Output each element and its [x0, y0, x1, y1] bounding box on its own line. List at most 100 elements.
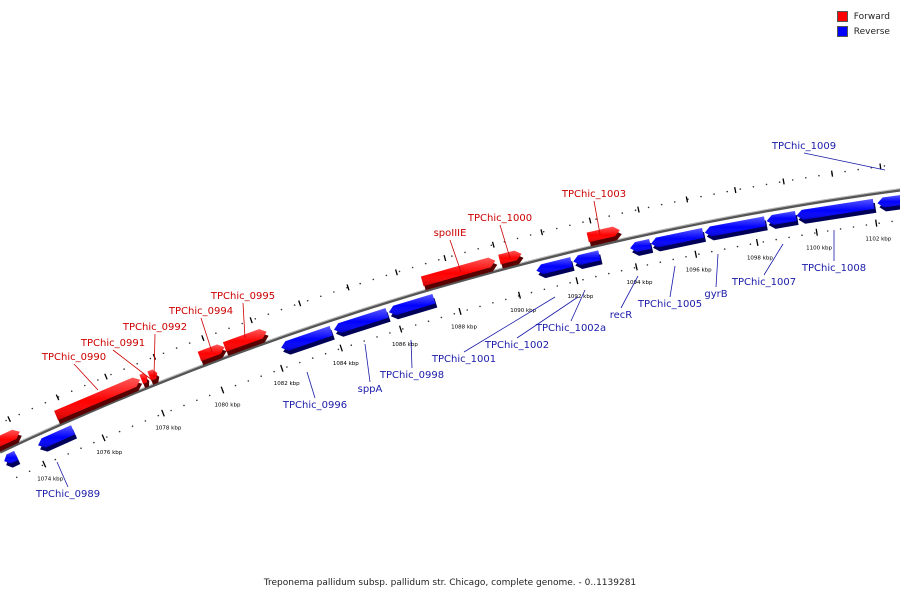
scale-dot-lower	[28, 470, 31, 473]
label-recR[interactable]: recR	[610, 275, 639, 321]
reverse-gene-11-gloss	[796, 198, 875, 220]
label-TPChic_1007[interactable]: TPChic_1007	[731, 243, 796, 288]
reverse-gene-3-gloss	[334, 308, 389, 333]
reverse-gene-6-gloss	[573, 250, 601, 265]
reverse-gene-8[interactable]	[651, 228, 706, 252]
scale-tick-upper	[540, 229, 544, 236]
forward-gene-1[interactable]	[54, 377, 143, 425]
scale-dot-upper	[765, 183, 768, 186]
label-TPChic_1009[interactable]: TPChic_1009	[771, 141, 886, 171]
label-TPChic_1007-text: TPChic_1007	[731, 277, 796, 288]
label-TPChic_1000[interactable]: TPChic_1000	[467, 213, 532, 259]
label-TPChic_0996[interactable]: TPChic_0996	[282, 371, 347, 411]
reverse-gene-12[interactable]	[877, 195, 900, 212]
scale-dot-upper	[739, 188, 742, 190]
label-TPChic_0989[interactable]: TPChic_0989	[35, 461, 100, 500]
scale-dot-upper	[215, 332, 217, 335]
ruler-tick	[575, 277, 579, 285]
scale-dot-lower	[144, 420, 147, 422]
scale-dot-upper	[674, 201, 676, 203]
reverse-gene-10[interactable]	[766, 211, 799, 229]
reverse-gene-1-gloss	[38, 425, 76, 448]
scale-dot-upper	[752, 186, 755, 188]
scale-dot-lower	[762, 241, 765, 243]
forward-swatch	[836, 11, 848, 22]
ruler-ticks: 1074 kbp 1076 kbp 1078 kbp 1080 kbp 1082 kbp…	[37, 219, 892, 482]
scale-dot-lower	[440, 316, 443, 319]
label-TPChic_0998[interactable]: TPChic_0998	[379, 339, 444, 381]
scale-dot-lower	[376, 336, 378, 338]
scale-dot-upper	[136, 362, 138, 365]
label-TPChic_1008[interactable]: TPChic_1008	[801, 230, 866, 274]
label-TPChic_0994[interactable]: TPChic_0994	[168, 306, 233, 353]
forward-gene-5[interactable]	[222, 329, 269, 356]
label-gyrB[interactable]: gyrB	[704, 253, 728, 300]
ruler-tick	[458, 307, 462, 315]
scale-dot-upper	[267, 313, 270, 316]
label-TPChic_0992[interactable]: TPChic_0992	[122, 322, 187, 379]
label-TPChic_1002a[interactable]: TPChic_1002a	[535, 289, 606, 334]
label-TPChic_0991[interactable]: TPChic_0991	[80, 338, 153, 381]
reverse-gene-2[interactable]	[281, 326, 335, 355]
scale-tick-upper	[685, 196, 689, 203]
scale-dot-upper	[516, 237, 519, 240]
reverse-gene-5[interactable]	[536, 257, 575, 279]
reverse-gene-11[interactable]	[796, 198, 877, 224]
scale-dot-upper	[411, 266, 414, 269]
label-TPChic_1003[interactable]: TPChic_1003	[561, 189, 626, 235]
label-TPChic_0990[interactable]: TPChic_0990	[41, 352, 106, 391]
label-spoIIIE[interactable]: spoIIIE	[434, 228, 467, 273]
scale-dot-upper	[477, 248, 480, 250]
label-TPChic_1005[interactable]: TPChic_1005	[637, 265, 702, 310]
reverse-gene-0[interactable]	[4, 450, 21, 468]
reverse-gene-7[interactable]	[630, 239, 654, 256]
ruler-tick-label: 1094 kbp	[627, 280, 653, 286]
ruler-tick-label: 1096 kbp	[686, 268, 712, 274]
forward-gene-8-gloss	[586, 226, 620, 243]
reverse-gene-1[interactable]	[38, 425, 78, 452]
label-TPChic_0998-text: TPChic_0998	[379, 370, 444, 381]
forward-gene-3[interactable]	[147, 369, 160, 385]
ruler-tick	[634, 263, 638, 271]
label-TPChic_1002[interactable]: TPChic_1002	[484, 296, 579, 351]
forward-gene-2[interactable]	[139, 373, 150, 388]
scale-dot-upper	[44, 401, 47, 404]
label-sppA[interactable]: sppA	[358, 343, 383, 395]
label-TPChic_1000-leader	[499, 224, 511, 259]
reverse-gene-4[interactable]	[388, 294, 438, 320]
scale-dot-lower	[595, 275, 597, 278]
scale-dot-upper	[464, 251, 466, 254]
scale-dot-upper	[97, 379, 99, 381]
label-TPChic_0991-text: TPChic_0991	[80, 338, 145, 349]
label-TPChic_1002-text: TPChic_1002	[484, 340, 549, 351]
ruler-tick-label: 1084 kbp	[333, 361, 359, 367]
scale-dot-upper	[438, 259, 440, 261]
label-TPChic_0994-text: TPChic_0994	[168, 306, 233, 317]
forward-gene-4[interactable]	[197, 344, 227, 366]
scale-dot-upper	[175, 347, 178, 349]
label-spoIIIE-text: spoIIIE	[434, 228, 467, 239]
reverse-gene-9[interactable]	[704, 216, 768, 241]
label-TPChic_1003-leader	[593, 200, 601, 235]
label-TPChic_1001[interactable]: TPChic_1001	[431, 296, 556, 365]
scale-dot-lower	[118, 430, 121, 433]
reverse-gene-6[interactable]	[573, 250, 603, 269]
scale-dot-upper	[333, 291, 335, 293]
reverse-gene-10-gloss	[766, 211, 797, 225]
scale-dot-upper	[634, 209, 637, 211]
scale-dot-upper	[254, 318, 257, 320]
label-TPChic_0990-text: TPChic_0990	[41, 352, 106, 363]
label-TPChic_1002a-leader	[570, 289, 586, 322]
forward-gene-0[interactable]	[0, 429, 22, 452]
forward-gene-6[interactable]	[420, 257, 498, 291]
label-TPChic_0992-text: TPChic_0992	[122, 322, 187, 333]
label-recR-text: recR	[610, 310, 633, 321]
forward-gene-8[interactable]	[586, 226, 622, 247]
scale-tick-upper	[588, 217, 592, 224]
scale-dot-lower	[814, 232, 816, 234]
label-TPChic_0995-leader	[242, 302, 246, 339]
label-TPChic_0995[interactable]: TPChic_0995	[210, 291, 275, 339]
reverse-gene-3[interactable]	[334, 308, 391, 337]
ruler-tick-label: 1074 kbp	[37, 476, 63, 482]
scale-dot-lower	[723, 248, 726, 250]
